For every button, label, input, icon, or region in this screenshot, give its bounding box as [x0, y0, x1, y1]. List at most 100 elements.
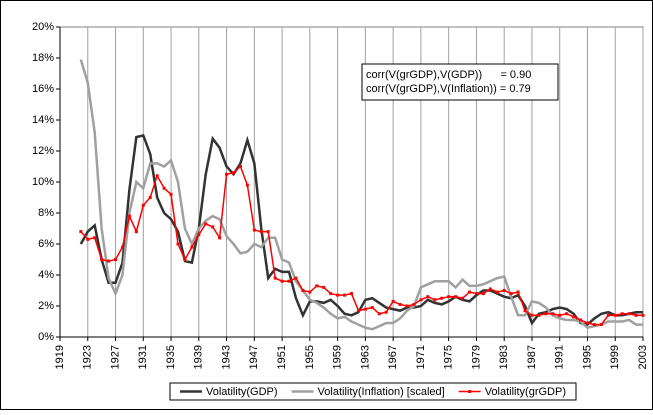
- y-tick-label: 18%: [32, 52, 54, 64]
- point-marker: [329, 292, 333, 296]
- point-marker: [620, 312, 624, 316]
- x-tick-label: 1931: [137, 345, 149, 369]
- point-marker: [120, 245, 124, 249]
- point-marker: [433, 298, 437, 302]
- y-tick-label: 16%: [32, 83, 54, 95]
- point-marker: [377, 312, 381, 316]
- legend-label: Volatility(GDP): [206, 386, 278, 398]
- x-tick-label: 1983: [498, 345, 510, 369]
- point-marker: [127, 214, 131, 218]
- point-marker: [391, 299, 395, 303]
- point-marker: [79, 230, 83, 234]
- point-marker: [592, 323, 596, 327]
- x-tick-label: 1995: [581, 345, 593, 369]
- point-marker: [565, 312, 569, 316]
- point-marker: [218, 236, 222, 240]
- point-marker: [461, 296, 465, 300]
- x-tick-label: 1927: [109, 345, 121, 369]
- x-tick-label: 1935: [165, 345, 177, 369]
- point-marker: [155, 174, 159, 178]
- point-marker: [176, 242, 180, 246]
- y-tick-label: 20%: [32, 21, 54, 33]
- x-tick-label: 1971: [415, 345, 427, 369]
- point-marker: [599, 323, 603, 327]
- point-marker: [343, 293, 347, 297]
- point-marker: [426, 295, 430, 299]
- point-marker: [544, 312, 548, 316]
- x-tick-label: 1947: [248, 345, 260, 369]
- point-marker: [259, 230, 263, 234]
- point-marker: [93, 236, 97, 240]
- y-tick-label: 6%: [38, 238, 54, 250]
- point-marker: [232, 171, 236, 175]
- point-marker: [384, 310, 388, 314]
- x-tick-label: 1987: [526, 345, 538, 369]
- point-marker: [558, 313, 562, 317]
- point-marker: [141, 203, 145, 207]
- y-tick-label: 8%: [38, 207, 54, 219]
- legend: Volatility(GDP) Volatility(Inflation) [sc…: [169, 382, 577, 401]
- point-marker: [467, 290, 471, 294]
- annotation: corr(V(grGDP),V(GDP)) = 0.90: [366, 69, 531, 81]
- series-line: [79, 59, 643, 331]
- point-marker: [308, 290, 312, 294]
- point-marker: [294, 276, 298, 280]
- point-marker: [627, 312, 631, 316]
- annotation: corr(V(grGDP),V(Inflation)) = 0.79: [366, 83, 531, 95]
- point-marker: [516, 290, 520, 294]
- x-tick-label: 1999: [609, 345, 621, 369]
- point-marker: [447, 295, 451, 299]
- point-marker: [440, 296, 444, 300]
- y-tick-label: 4%: [38, 269, 54, 281]
- annotation-box: [361, 63, 559, 101]
- point-marker: [134, 230, 138, 234]
- point-marker: [572, 315, 576, 319]
- point-marker: [197, 233, 201, 237]
- point-marker: [287, 279, 291, 283]
- x-tick-label: 1979: [470, 345, 482, 369]
- point-marker: [211, 225, 215, 229]
- point-marker: [495, 290, 499, 294]
- legend-label: Volatility(grGDP): [485, 386, 566, 398]
- point-marker: [419, 298, 423, 302]
- x-tick-label: 1919: [54, 345, 66, 369]
- point-marker: [398, 302, 402, 306]
- x-tick-label: 2003: [637, 345, 649, 369]
- point-marker: [183, 258, 187, 261]
- point-marker: [280, 279, 284, 283]
- point-marker: [551, 312, 555, 316]
- point-marker: [405, 304, 409, 308]
- point-marker: [114, 258, 118, 261]
- point-marker: [225, 172, 229, 176]
- point-marker: [634, 313, 638, 317]
- point-marker: [509, 292, 513, 296]
- x-tick-label: 1963: [359, 345, 371, 369]
- x-tick-label: 1923: [82, 345, 94, 369]
- point-marker: [107, 259, 111, 263]
- point-marker: [245, 183, 249, 187]
- point-marker: [641, 313, 645, 317]
- point-marker: [606, 313, 610, 317]
- point-marker: [301, 289, 305, 292]
- point-marker: [169, 192, 173, 196]
- y-tick-label: 2%: [38, 300, 54, 312]
- x-tick-label: 1975: [443, 345, 455, 369]
- point-marker: [370, 306, 374, 310]
- point-marker: [100, 258, 104, 261]
- point-marker: [613, 313, 617, 317]
- y-tick-label: 10%: [32, 176, 54, 188]
- point-marker: [454, 295, 458, 299]
- point-marker: [488, 287, 492, 291]
- point-marker: [363, 307, 367, 311]
- point-marker: [322, 285, 326, 289]
- legend-label: Volatility(Inflation) [scaled]: [318, 386, 445, 398]
- point-marker: [266, 230, 270, 234]
- point-marker: [204, 222, 208, 226]
- point-marker: [481, 292, 485, 296]
- point-marker: [336, 293, 340, 297]
- point-marker: [148, 196, 152, 199]
- point-marker: [350, 292, 353, 296]
- y-tick-label: 0%: [38, 331, 54, 343]
- point-marker: [356, 309, 360, 313]
